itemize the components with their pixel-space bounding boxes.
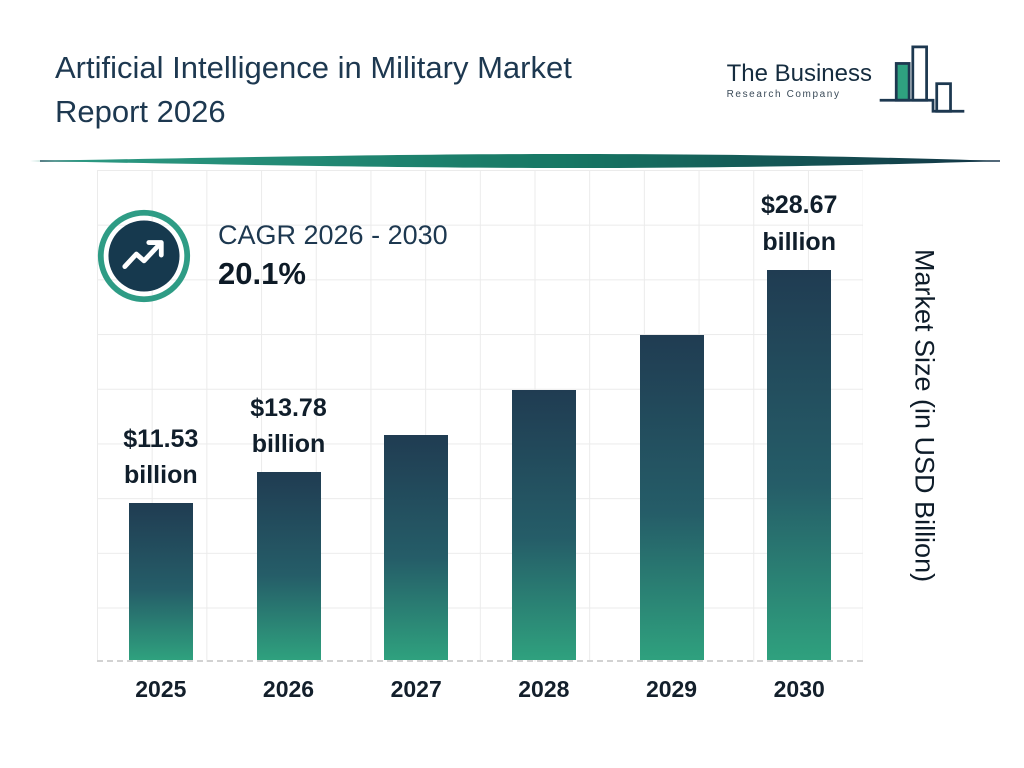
bar (256, 472, 321, 660)
y-axis-title: Market Size (in USD Billion) (909, 249, 940, 583)
bar (511, 389, 576, 660)
page-title-line-1: Artificial Intelligence in Military Mark… (55, 50, 572, 85)
trend-up-icon (97, 209, 191, 303)
bar-column: $13.78 billion (225, 170, 353, 660)
bar (384, 434, 449, 660)
cagr-text: CAGR 2026 - 2030 20.1% (218, 220, 448, 292)
bar-value-unit: billion (124, 460, 198, 489)
bar (639, 335, 704, 660)
bar-value-unit: billion (251, 430, 326, 459)
cagr-value: 20.1% (218, 256, 306, 291)
bar (128, 503, 193, 660)
bar-column (480, 170, 608, 660)
bar-column (608, 170, 736, 660)
bar-value-unit: billion (762, 227, 836, 256)
bar-value-amount: $28.67 (760, 191, 838, 220)
x-axis-labels: 2025 2026 2027 2028 2029 2030 (97, 676, 863, 703)
logo-tagline: Research Company (726, 89, 841, 100)
bar-value-amount: $13.78 (250, 393, 327, 422)
logo: The Business Research Company (727, 40, 968, 120)
x-axis-label: 2027 (390, 676, 442, 702)
x-axis-label: 2028 (518, 676, 570, 702)
logo-text: The Business Research Company (727, 60, 872, 100)
page-title: Artificial Intelligence in Military Mark… (55, 46, 705, 134)
bar-value-amount: $11.53 (123, 424, 199, 453)
x-axis-label: 2025 (135, 676, 187, 702)
bar-value-label: $13.78 billion (250, 390, 326, 463)
bar-value-label: $28.67 billion (761, 187, 837, 260)
bar-chart: $11.53 billion $13.78 billion (97, 170, 863, 662)
x-axis-label: 2026 (262, 676, 315, 702)
page-title-line-2: Report 2026 (55, 94, 226, 130)
plot-area: $11.53 billion $13.78 billion (97, 170, 863, 660)
bar-column: $11.53 billion (97, 170, 225, 660)
bar-column: $28.67 billion (735, 170, 863, 660)
bar-value-label: $11.53 billion (123, 421, 198, 494)
section-divider (30, 154, 1000, 168)
cagr-label: CAGR 2026 - 2030 (218, 220, 448, 250)
x-axis-label: 2030 (773, 676, 825, 702)
logo-name: The Business (726, 60, 872, 87)
cagr-callout: CAGR 2026 - 2030 20.1% (96, 208, 448, 304)
bar (767, 269, 832, 660)
x-axis-label: 2029 (645, 676, 698, 702)
bar-column (352, 170, 480, 660)
bar-chart-logo-icon (879, 45, 965, 113)
